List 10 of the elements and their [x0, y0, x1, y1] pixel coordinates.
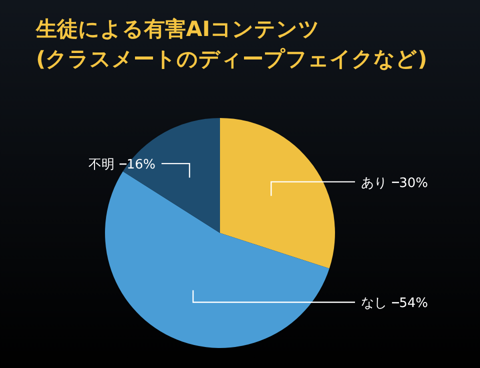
slice-label: なし	[361, 296, 387, 312]
pie-slice	[220, 118, 335, 269]
slice-label: 不明	[88, 158, 115, 173]
data-label: 54%	[399, 296, 428, 312]
pie-slice	[122, 118, 220, 233]
data-label: 30%	[399, 176, 428, 191]
slice-label: あり	[361, 176, 387, 191]
data-label: 16%	[126, 158, 156, 173]
chart-title: 生徒による有害AIコンテンツ (クラスメートのディープフェイクなど)	[36, 16, 428, 73]
pie-slice	[105, 171, 330, 348]
